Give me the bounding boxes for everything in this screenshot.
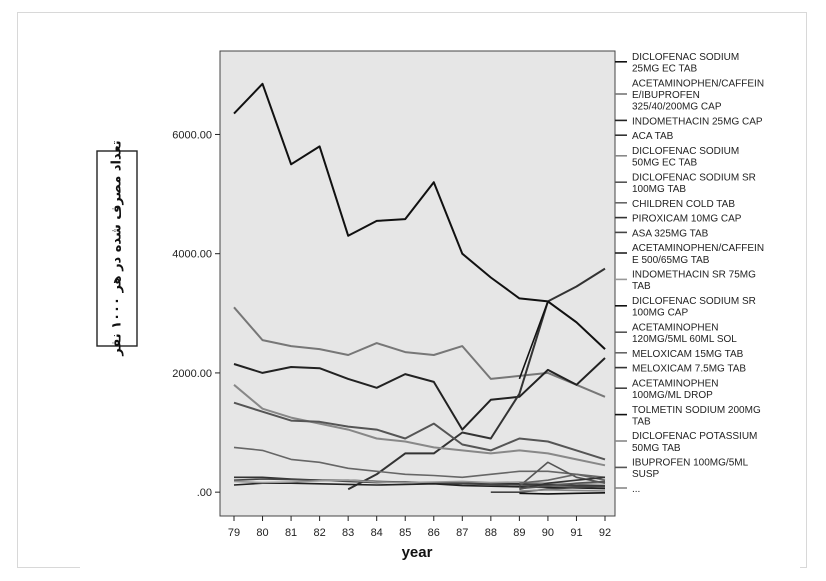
- legend-label-line: DICLOFENAC SODIUM: [632, 146, 739, 157]
- legend-label-line: 50MG TAB: [632, 443, 681, 454]
- legend-label: DICLOFENAC SODIUM SR 100MG TAB: [632, 172, 756, 195]
- legend-label-line: DICLOFENAC SODIUM SR: [632, 296, 756, 307]
- legend-label: ASA 325MG TAB: [632, 228, 709, 239]
- y-tick-label: .00: [197, 487, 212, 499]
- legend-label: ...: [632, 484, 640, 495]
- x-axis: 79 80 81 82 83 84 85 86 87 88 89 90 91 92: [228, 516, 611, 539]
- x-tick-label: 91: [570, 527, 582, 539]
- series-group: [233, 82, 606, 495]
- series-line: [519, 480, 606, 490]
- x-tick-label: 90: [542, 527, 554, 539]
- x-tick-label: 92: [599, 527, 611, 539]
- figure-frame: .00 2000.00 4000.00 6000.00 79 80 81 82 83 84 85 8…: [17, 12, 807, 575]
- x-tick-label: 79: [228, 527, 240, 539]
- legend-label-line: INDOMETHACIN 25MG CAP: [632, 116, 763, 127]
- legend-label: INDOMETHACIN 25MG CAP: [632, 116, 763, 127]
- legend-label-line: PIROXICAM 10MG CAP: [632, 214, 742, 225]
- legend-label-line: ACETAMINOPHEN: [632, 322, 719, 333]
- y-axis-title: تعداد مصرف شده در هر ۱۰۰۰ نفر: [110, 140, 125, 356]
- series-line: [519, 476, 606, 490]
- legend-label-line: E 500/65MG TAB: [632, 255, 710, 266]
- legend-label-line: 100MG TAB: [632, 184, 686, 195]
- legend-label-line: 325/40/200MG CAP: [632, 102, 722, 113]
- legend: DICLOFENAC SODIUM 25MG EC TABACETAMINOPHE…: [615, 52, 764, 495]
- legend-label-line: TOLMETIN SODIUM 200MG: [632, 405, 761, 416]
- legend-label-line: INDOMETHACIN SR 75MG: [632, 270, 756, 281]
- legend-label-line: MELOXICAM 7.5MG TAB: [632, 364, 746, 375]
- y-tick-label: 6000.00: [172, 129, 212, 141]
- legend-label: MELOXICAM 7.5MG TAB: [632, 364, 746, 375]
- legend-label-line: ACETAMINOPHEN/CAFFEIN: [632, 78, 764, 89]
- y-axis-title-box: [96, 150, 138, 347]
- legend-label-line: ...: [632, 484, 640, 495]
- legend-label-line: TAB: [632, 416, 651, 427]
- legend-label-line: MELOXICAM 15MG TAB: [632, 349, 744, 360]
- legend-label: IBUPROFEN 100MG/5ML SUSP: [632, 458, 749, 481]
- x-tick-label: 87: [456, 527, 468, 539]
- legend-label: ACETAMINOPHEN/CAFFEIN E 500/65MG TAB: [632, 243, 764, 266]
- series-line: [233, 384, 606, 467]
- x-tick-label: 89: [513, 527, 525, 539]
- series-line: [519, 489, 606, 492]
- x-tick-label: 82: [313, 527, 325, 539]
- x-tick-label: 84: [371, 527, 383, 539]
- series-line: [347, 267, 606, 491]
- chart-canvas: .00 2000.00 4000.00 6000.00 79 80 81 82 83 84 85 8…: [80, 27, 800, 575]
- plot-area: [219, 50, 616, 517]
- x-tick-label: 80: [256, 527, 268, 539]
- legend-label-line: ASA 325MG TAB: [632, 228, 709, 239]
- legend-label-line: ACETAMINOPHEN: [632, 378, 719, 389]
- legend-label-line: DICLOFENAC SODIUM: [632, 52, 739, 63]
- legend-label-line: 120MG/5ML 60ML SOL: [632, 334, 737, 345]
- legend-label: ACETAMINOPHEN 100MG/ML DROP: [632, 378, 719, 401]
- legend-label-line: 25MG EC TAB: [632, 64, 698, 75]
- legend-label-line: E/IBUPROFEN: [632, 90, 700, 101]
- series-line: [518, 300, 606, 380]
- x-tick-label: 81: [285, 527, 297, 539]
- x-tick-label: 83: [342, 527, 354, 539]
- legend-label-line: DICLOFENAC SODIUM SR: [632, 172, 756, 183]
- series-line: [518, 461, 606, 487]
- legend-label: ACETAMINOPHEN/CAFFEIN E/IBUPROFEN 325/40/2…: [632, 78, 764, 112]
- legend-label-line: 100MG/ML DROP: [632, 390, 713, 401]
- legend-label-line: DICLOFENAC POTASSIUM: [632, 431, 757, 442]
- series-line: [233, 446, 606, 479]
- x-tick-label: 85: [399, 527, 411, 539]
- legend-label: TOLMETIN SODIUM 200MG TAB: [632, 405, 761, 428]
- line-chart: .00 2000.00 4000.00 6000.00 79 80 81 82 83 84 85 8…: [80, 27, 800, 575]
- legend-label-line: ACETAMINOPHEN/CAFFEIN: [632, 243, 764, 254]
- y-tick-label: 2000.00: [172, 368, 212, 380]
- legend-label-line: SUSP: [632, 469, 660, 480]
- series-line: [233, 401, 606, 461]
- legend-label: ACETAMINOPHEN 120MG/5ML 60ML SOL: [632, 322, 737, 345]
- legend-label: DICLOFENAC SODIUM 50MG EC TAB: [632, 146, 739, 169]
- series-line: [233, 82, 606, 350]
- legend-label: CHILDREN COLD TAB: [632, 199, 735, 210]
- x-axis-title: year: [402, 544, 433, 561]
- legend-label: PIROXICAM 10MG CAP: [632, 214, 742, 225]
- legend-label-line: IBUPROFEN 100MG/5ML: [632, 458, 749, 469]
- legend-label: ACA TAB: [632, 131, 674, 142]
- legend-label-line: CHILDREN COLD TAB: [632, 199, 735, 210]
- legend-label: DICLOFENAC POTASSIUM 50MG TAB: [632, 431, 757, 454]
- legend-label-line: 50MG EC TAB: [632, 158, 698, 169]
- legend-label: DICLOFENAC SODIUM 25MG EC TAB: [632, 52, 739, 75]
- legend-label-line: ACA TAB: [632, 131, 674, 142]
- series-line: [519, 473, 606, 484]
- legend-label: MELOXICAM 15MG TAB: [632, 349, 744, 360]
- y-tick-label: 4000.00: [172, 249, 212, 261]
- x-tick-label: 88: [485, 527, 497, 539]
- series-line: [233, 357, 606, 431]
- legend-label-line: TAB: [632, 281, 651, 292]
- y-axis: .00 2000.00 4000.00 6000.00: [172, 129, 220, 499]
- x-tick-label: 86: [428, 527, 440, 539]
- series-line: [519, 492, 606, 495]
- legend-label: INDOMETHACIN SR 75MG TAB: [632, 270, 756, 293]
- legend-label-line: 100MG CAP: [632, 308, 688, 319]
- series-line: [233, 479, 606, 485]
- legend-label: DICLOFENAC SODIUM SR 100MG CAP: [632, 296, 756, 319]
